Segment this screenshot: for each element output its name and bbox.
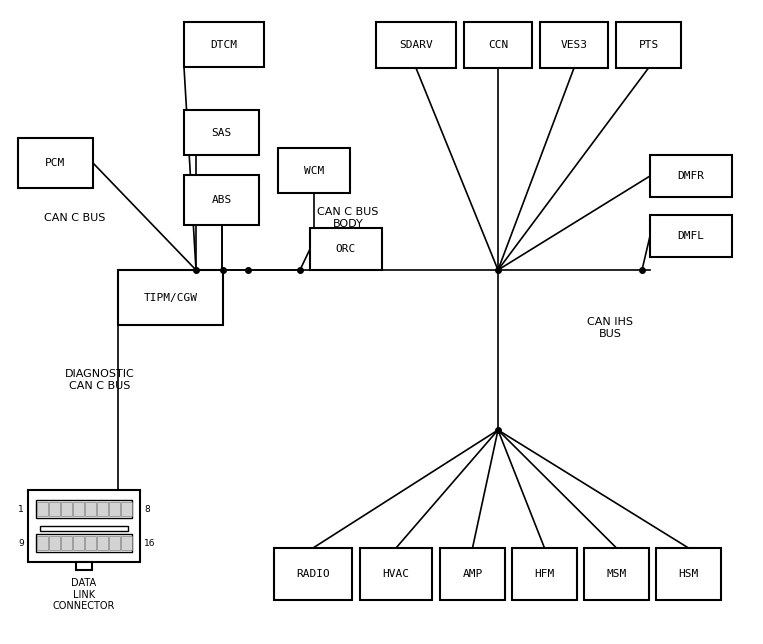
Bar <box>76 562 92 570</box>
Text: CAN C BUS: CAN C BUS <box>44 213 106 223</box>
Bar <box>97 502 108 516</box>
Bar <box>36 500 132 518</box>
Text: CAN C BUS
BODY: CAN C BUS BODY <box>317 207 378 229</box>
Text: TIPM/CGW: TIPM/CGW <box>143 292 198 303</box>
Bar <box>650 215 732 257</box>
Text: 8: 8 <box>144 504 150 513</box>
Bar <box>512 548 577 600</box>
Bar <box>40 526 128 531</box>
Bar <box>61 536 72 550</box>
Bar <box>650 155 732 197</box>
Text: 16: 16 <box>144 538 156 547</box>
Bar <box>37 502 48 516</box>
Text: DMFR: DMFR <box>678 171 704 181</box>
Bar <box>36 534 132 552</box>
Bar <box>121 502 132 516</box>
Bar <box>540 22 608 68</box>
Bar <box>97 536 108 550</box>
Text: DIAGNOSTIC
CAN C BUS: DIAGNOSTIC CAN C BUS <box>65 369 135 391</box>
Bar <box>73 536 84 550</box>
Bar <box>584 548 649 600</box>
Text: HSM: HSM <box>678 569 699 579</box>
Text: ORC: ORC <box>336 244 356 254</box>
Bar <box>360 548 432 600</box>
Bar <box>278 148 350 193</box>
Text: PCM: PCM <box>45 158 66 168</box>
Bar <box>310 228 382 270</box>
Text: SDARV: SDARV <box>399 40 433 50</box>
Bar <box>49 502 60 516</box>
Text: DATA
LINK
CONNECTOR: DATA LINK CONNECTOR <box>53 578 115 611</box>
Bar <box>464 22 532 68</box>
Text: AMP: AMP <box>462 569 483 579</box>
Bar <box>109 502 120 516</box>
Bar <box>274 548 352 600</box>
Text: SAS: SAS <box>211 128 232 138</box>
Bar <box>109 536 120 550</box>
Text: HVAC: HVAC <box>382 569 410 579</box>
Text: CAN IHS
BUS: CAN IHS BUS <box>587 317 633 339</box>
Bar <box>61 502 72 516</box>
Bar <box>28 490 140 562</box>
Text: RADIO: RADIO <box>296 569 330 579</box>
Bar <box>656 548 721 600</box>
Bar <box>376 22 456 68</box>
Text: CCN: CCN <box>488 40 508 50</box>
Text: WCM: WCM <box>304 166 324 176</box>
Bar <box>616 22 681 68</box>
Bar <box>73 502 84 516</box>
Text: MSM: MSM <box>607 569 626 579</box>
Bar <box>184 175 259 225</box>
Text: 1: 1 <box>18 504 24 513</box>
Text: ABS: ABS <box>211 195 232 205</box>
Bar <box>18 138 93 188</box>
Bar <box>85 536 95 550</box>
Bar <box>49 536 60 550</box>
Bar <box>37 536 48 550</box>
Text: DMFL: DMFL <box>678 231 704 241</box>
Bar <box>118 270 223 325</box>
Bar <box>121 536 132 550</box>
Text: 9: 9 <box>18 538 24 547</box>
Bar <box>85 502 95 516</box>
Bar <box>440 548 505 600</box>
Bar <box>184 22 264 67</box>
Text: HFM: HFM <box>534 569 555 579</box>
Text: DTCM: DTCM <box>211 39 237 50</box>
Bar <box>184 110 259 155</box>
Text: VES3: VES3 <box>561 40 588 50</box>
Text: PTS: PTS <box>639 40 658 50</box>
